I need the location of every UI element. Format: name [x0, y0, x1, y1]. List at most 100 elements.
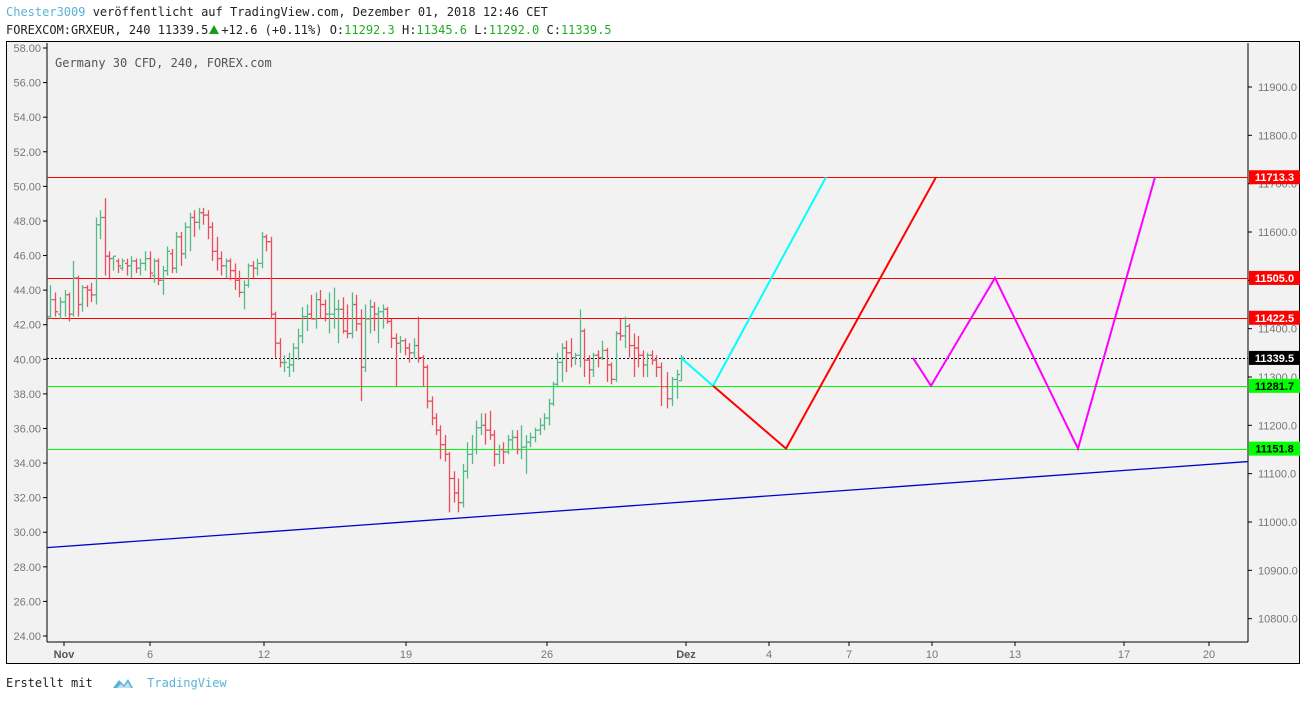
up-bar — [412, 338, 417, 358]
time-axis[interactable]: Nov 6 12 19 26 Dez 4 7 10 13 17 20 — [47, 641, 1248, 661]
up-bar — [528, 432, 533, 448]
right-price-axis[interactable]: 11900.011800.011700.011600.011500.011400… — [1247, 43, 1298, 642]
up-bar — [246, 263, 251, 288]
up-bar — [497, 444, 502, 464]
current-price-label: 11339.5 — [1249, 350, 1300, 365]
up-bar — [623, 316, 628, 348]
price-label-text: 11339.5 — [1255, 353, 1294, 365]
horizontal-levels[interactable] — [47, 177, 1248, 450]
down-bar — [228, 258, 233, 281]
down-bar — [125, 258, 130, 276]
down-bar — [219, 251, 224, 276]
tradingview-link[interactable]: TradingView — [147, 676, 227, 690]
left-tick-label: 52.00 — [13, 147, 41, 159]
down-bar — [582, 328, 587, 377]
author-link[interactable]: Chester3009 — [6, 5, 86, 19]
tradingview-logo-icon — [112, 679, 133, 688]
time-tick-label: 4 — [766, 649, 772, 661]
up-bar — [296, 328, 301, 361]
magenta-projection-path[interactable] — [912, 176, 1156, 452]
down-bar — [85, 285, 90, 307]
up-arrow-icon — [209, 25, 220, 34]
ohlc-bars — [48, 198, 684, 513]
down-bar — [632, 333, 637, 377]
cyan-projection-path[interactable] — [680, 176, 827, 388]
up-bar — [381, 304, 386, 329]
up-bar — [80, 285, 85, 312]
up-bar — [138, 258, 143, 276]
down-bar — [134, 258, 139, 274]
right-tick-label: 11100.0 — [1258, 469, 1296, 481]
high-value: 11345.6 — [416, 23, 467, 37]
up-bar — [591, 352, 596, 377]
left-tick-label: 56.00 — [13, 78, 41, 90]
left-price-axis[interactable]: 58.00 56.00 54.00 52.00 50.00 48.00 46.00 44.00… — [13, 43, 48, 643]
down-bar — [372, 302, 377, 332]
resistance-price-label: 11713.3 — [1249, 170, 1300, 185]
time-tick-label: 12 — [258, 649, 270, 661]
price-label-text: 11281.7 — [1255, 381, 1294, 393]
low-value: 11292.0 — [488, 23, 540, 37]
up-bar — [474, 420, 479, 455]
down-bar — [89, 282, 94, 303]
up-bar — [98, 210, 103, 240]
down-bar — [654, 355, 659, 377]
up-bar — [506, 435, 511, 455]
projection-paths[interactable] — [680, 176, 1156, 452]
high-label: H: — [401, 23, 417, 37]
down-bar — [569, 338, 574, 368]
down-bar — [341, 297, 346, 334]
down-bar — [206, 210, 211, 240]
left-tick-label: 26.00 — [13, 596, 41, 608]
support-price-label: 11281.7 — [1249, 378, 1300, 393]
down-bar — [641, 350, 646, 377]
ascending-trendline[interactable] — [46, 460, 1249, 549]
down-bar — [403, 338, 408, 356]
down-bar — [264, 234, 269, 252]
up-bar — [376, 306, 381, 344]
down-bar — [359, 309, 364, 402]
right-tick-label: 11800.0 — [1258, 130, 1297, 142]
price-change: +12.6 (+0.11%) — [221, 23, 323, 37]
up-bar — [111, 255, 116, 271]
down-bar — [53, 292, 58, 317]
up-bar — [538, 418, 543, 435]
up-bar — [314, 292, 319, 329]
up-bar — [542, 413, 547, 431]
left-tick-label: 48.00 — [13, 216, 41, 228]
down-bar — [354, 294, 359, 332]
open-value: 11292.3 — [344, 23, 395, 37]
left-tick-label: 54.00 — [13, 112, 41, 124]
down-bar — [609, 362, 614, 385]
down-bar — [416, 316, 421, 363]
down-bar — [233, 263, 238, 290]
trendline[interactable] — [46, 460, 1249, 549]
publish-text: veröffentlicht auf TradingView.com, Deze… — [85, 5, 548, 19]
down-bar — [627, 323, 632, 358]
left-tick-label: 46.00 — [13, 251, 41, 263]
up-bar — [71, 261, 76, 317]
time-tick-label: 17 — [1118, 649, 1130, 661]
left-tick-label: 30.00 — [13, 527, 41, 539]
price-label-box — [1249, 378, 1300, 393]
up-bar — [58, 297, 63, 319]
down-bar — [430, 396, 435, 426]
created-with-label: Erstellt mit — [6, 676, 93, 690]
down-bar — [251, 261, 256, 278]
left-tick-label: 40.00 — [13, 354, 41, 366]
resistance-price-label: 11422.5 — [1249, 310, 1300, 325]
price-label-text: 11505.0 — [1255, 273, 1294, 285]
down-bar — [179, 232, 184, 266]
up-bar — [63, 290, 68, 317]
up-bar — [519, 425, 524, 460]
down-bar — [215, 236, 220, 271]
right-tick-label: 10900.0 — [1258, 565, 1298, 577]
up-bar — [551, 381, 556, 406]
time-tick-label: Nov — [54, 649, 76, 661]
chart-canvas[interactable]: 58.00 56.00 54.00 52.00 50.00 48.00 46.00 44.00… — [0, 0, 1307, 670]
right-tick-label: 11400.0 — [1258, 324, 1297, 336]
down-bar — [636, 335, 641, 368]
up-bar — [282, 355, 287, 373]
down-bar — [456, 478, 461, 513]
red-projection-path[interactable] — [712, 176, 937, 451]
